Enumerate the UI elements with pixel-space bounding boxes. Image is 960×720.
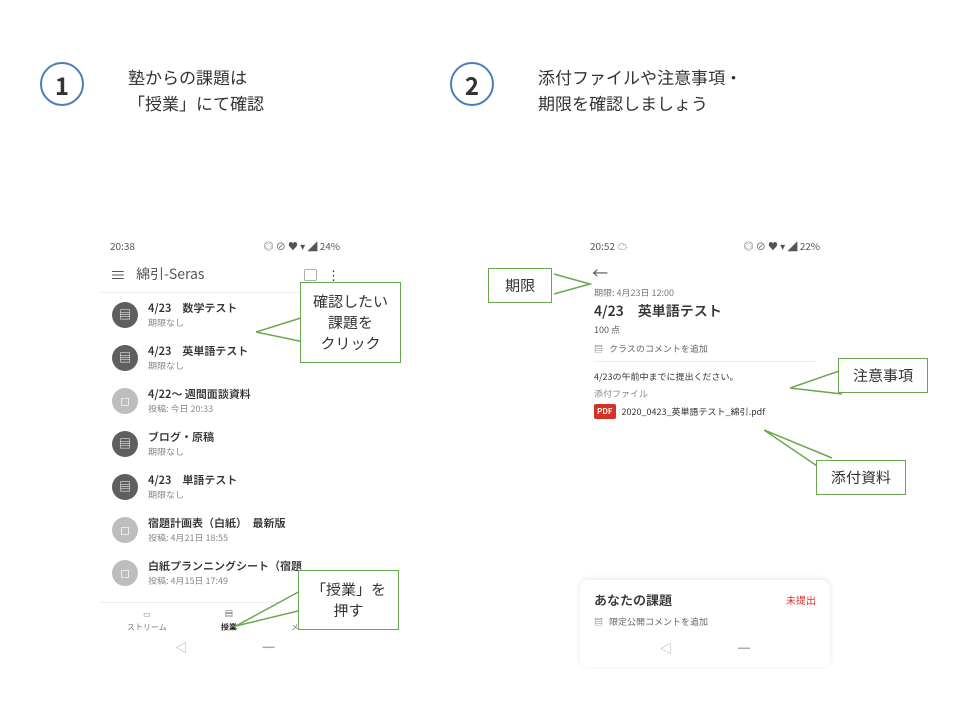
list-item[interactable]: ▤ ブログ・原稿期限なし <box>100 422 350 465</box>
item-title: 白紙プランニングシート（宿題 <box>148 558 302 574</box>
callout-press-work: 「授業」を 押す <box>298 570 399 630</box>
item-title: 4/22～ 週間面談資料 <box>148 386 251 402</box>
card-status: 未提出 <box>786 592 816 607</box>
nav-label: 授業 <box>221 622 237 633</box>
item-sub: 投稿: 4月21日 18:55 <box>148 531 286 544</box>
status-time: 20:38 <box>110 238 135 253</box>
list-item[interactable]: ▤ 4/23 単語テスト期限なし <box>100 465 350 508</box>
list-item[interactable]: ◻ 宿題計画表（白紙） 最新版投稿: 4月21日 18:55 <box>100 508 350 551</box>
item-sub: 期限なし <box>148 488 237 501</box>
callout-click-assignment: 確認したい 課題を クリック <box>300 282 401 363</box>
assignment-title: 4/23 英単語テスト <box>594 301 816 321</box>
callout-tail <box>552 272 592 300</box>
instruction-note: 4/23の午前中までに提出ください。 <box>594 370 816 383</box>
class-comment[interactable]: ▤ クラスのコメントを追加 <box>594 342 816 355</box>
assignment-icon: ▤ <box>112 474 138 500</box>
comment-icon: ▤ <box>594 342 603 355</box>
callout-line: 確認したい <box>313 291 388 312</box>
detail-header: ← <box>580 256 830 284</box>
callout-line: 課題を <box>328 312 373 333</box>
pdf-icon: PDF <box>594 404 616 419</box>
system-bar: ◁ ━ <box>594 632 816 661</box>
item-title: 宿題計画表（白紙） 最新版 <box>148 515 286 531</box>
item-sub: 投稿: 4月15日 17:49 <box>148 574 302 587</box>
comment-icon: ▤ <box>594 615 603 628</box>
people-icon[interactable]: ▢ <box>304 265 317 284</box>
step-2-text: 添付ファイルや注意事項・ 期限を確認しましょう <box>538 64 742 117</box>
callout-line: 添付資料 <box>831 467 891 488</box>
system-bar: ◁ ━ <box>100 635 350 660</box>
stream-icon: ▭ <box>143 609 151 620</box>
status-battery: 24% <box>320 238 340 253</box>
callout-line: 期限 <box>505 275 535 296</box>
step-1-circle: 1 <box>40 62 84 106</box>
nav-work[interactable]: ▤ 授業 <box>221 609 237 633</box>
item-title: 4/23 数学テスト <box>148 300 237 316</box>
step-1-line1: 塾からの課題は <box>128 64 247 89</box>
status-time: 20:52 <box>590 238 615 253</box>
work-icon: ▤ <box>225 609 233 620</box>
item-title: 4/23 単語テスト <box>148 472 237 488</box>
private-comment[interactable]: ▤ 限定公開コメントを追加 <box>594 615 816 628</box>
item-sub: 期限なし <box>148 359 248 372</box>
status-bar-2: 20:52 ☁ ◎ ⊘ ♥ ▾ ◢ 22% <box>580 235 830 256</box>
step-2-line1: 添付ファイルや注意事項・ <box>538 64 742 89</box>
comment-label: クラスのコメントを追加 <box>609 342 708 355</box>
step-1-number: 1 <box>55 67 69 102</box>
your-work-card: あなたの課題 未提出 ▤ 限定公開コメントを追加 ◁ ━ <box>580 580 830 667</box>
step-1-text: 塾からの課題は 「授業」にて確認 <box>128 64 264 117</box>
hamburger-icon[interactable]: ≡ <box>110 262 126 286</box>
detail-body: 期限: 4月23日 12:00 4/23 英単語テスト 100 点 ▤ クラスのコ… <box>580 284 830 421</box>
callout-notes: 注意事項 <box>838 358 928 393</box>
assignment-icon: ▤ <box>112 431 138 457</box>
status-battery: 22% <box>800 238 820 253</box>
assignment-icon: ▤ <box>112 302 138 328</box>
item-sub: 投稿: 今日 20:33 <box>148 402 251 415</box>
card-heading: あなたの課題 <box>594 590 672 609</box>
more-icon[interactable]: ⋮ <box>327 265 340 284</box>
status-bar-1: 20:38 ◎ ⊘ ♥ ▾ ◢ 24% <box>100 235 350 256</box>
step-2-line2: 期限を確認しましょう <box>538 90 708 115</box>
attachment[interactable]: PDF 2020_0423_英単語テスト_綿引.pdf <box>594 404 816 419</box>
callout-attachment: 添付資料 <box>816 460 906 495</box>
back-arrow-icon[interactable]: ← <box>592 260 608 284</box>
points: 100 点 <box>594 323 816 336</box>
step-2-number: 2 <box>465 67 479 102</box>
material-icon: ◻ <box>112 388 138 414</box>
comment-label: 限定公開コメントを追加 <box>609 615 708 628</box>
material-icon: ◻ <box>112 560 138 586</box>
callout-line: 「授業」を <box>311 579 386 600</box>
step-1-line2: 「授業」にて確認 <box>128 90 264 115</box>
home-icon[interactable]: ━ <box>263 639 275 656</box>
attach-header: 添付ファイル <box>594 387 816 400</box>
material-icon: ◻ <box>112 517 138 543</box>
class-title: 綿引-Seras <box>136 264 294 284</box>
callout-due: 期限 <box>488 268 552 303</box>
callout-line: 注意事項 <box>853 365 913 386</box>
list-item[interactable]: ◻ 4/22～ 週間面談資料投稿: 今日 20:33 <box>100 379 350 422</box>
nav-label: ストリーム <box>127 622 167 633</box>
assignment-icon: ▤ <box>112 345 138 371</box>
status-icons: ◎ ⊘ ♥ ▾ ◢ 22% <box>743 238 820 253</box>
attachment-name: 2020_0423_英単語テスト_綿引.pdf <box>622 405 766 418</box>
status-icons: ◎ ⊘ ♥ ▾ ◢ 24% <box>263 238 340 253</box>
nav-stream[interactable]: ▭ ストリーム <box>127 609 167 633</box>
back-icon[interactable]: ◁ <box>660 640 672 657</box>
callout-tail <box>236 588 306 638</box>
callout-line: クリック <box>321 333 381 354</box>
item-title: 4/23 英単語テスト <box>148 343 248 359</box>
step-2-circle: 2 <box>450 62 494 106</box>
due-text: 期限: 4月23日 12:00 <box>594 286 816 299</box>
item-title: ブログ・原稿 <box>148 429 214 445</box>
callout-tail <box>256 312 306 352</box>
back-icon[interactable]: ◁ <box>175 639 187 656</box>
home-icon[interactable]: ━ <box>738 640 750 657</box>
callout-line: 押す <box>334 600 364 621</box>
item-sub: 期限なし <box>148 445 214 458</box>
item-sub: 期限なし <box>148 316 237 329</box>
